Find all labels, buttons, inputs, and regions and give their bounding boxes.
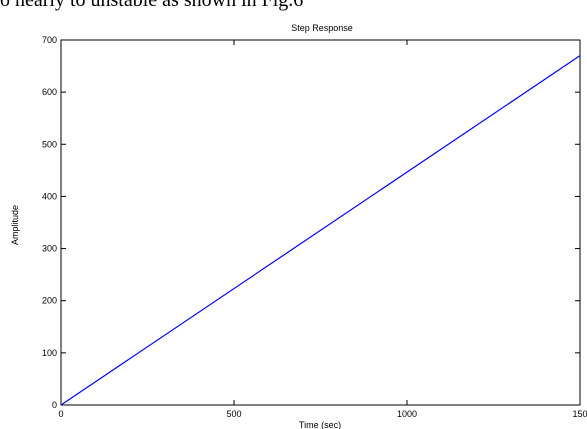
- y-tick-label: 200: [42, 296, 57, 306]
- step-response-line: [60, 55, 581, 406]
- plot-frame: [60, 39, 581, 406]
- x-tick-label: 150: [572, 409, 587, 419]
- y-tick-label: 100: [42, 348, 57, 358]
- x-tick-label: 0: [58, 409, 63, 419]
- chart-title: Step Response: [291, 23, 353, 33]
- y-axis: 0 100 200 300 400 500 600 700: [42, 35, 580, 410]
- document-text-fragment: o nearly to unstable as shown in Fig.6: [0, 0, 304, 11]
- y-tick-label: 0: [52, 400, 57, 410]
- y-tick-label: 700: [42, 35, 57, 45]
- x-axis: 0 500 1000 150: [58, 40, 587, 419]
- y-tick-label: 600: [42, 87, 57, 97]
- plot-area: [60, 39, 581, 406]
- y-axis-label: Amplitude: [10, 205, 20, 245]
- x-tick-label: 1000: [397, 409, 417, 419]
- x-tick-label: 500: [226, 409, 241, 419]
- series-layer: [60, 55, 581, 406]
- y-tick-label: 300: [42, 244, 57, 254]
- y-tick-label: 400: [42, 191, 57, 201]
- y-tick-label: 500: [42, 139, 57, 149]
- x-axis-label: Time (sec): [299, 420, 341, 429]
